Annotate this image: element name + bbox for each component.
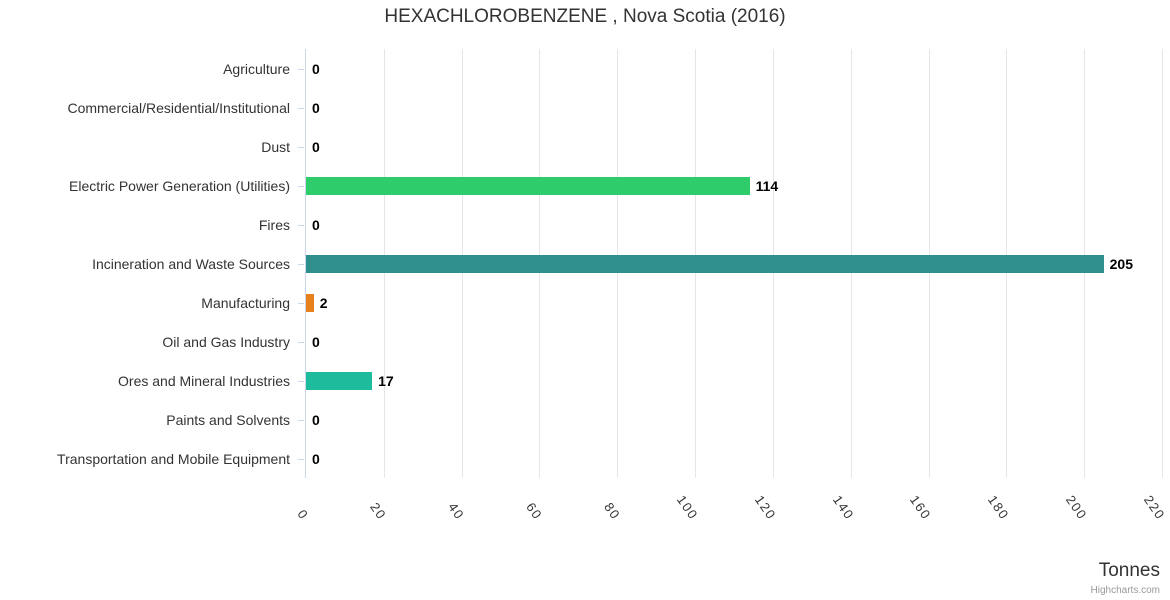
category-label: Ores and Mineral Industries — [118, 372, 290, 389]
category-label: Fires — [258, 216, 290, 233]
category-label: Electric Power Generation (Utilities) — [69, 177, 290, 194]
category-label: Dust — [261, 138, 290, 155]
category-axis-tick — [298, 380, 304, 382]
chart-title: HEXACHLOROBENZENE , Nova Scotia (2016) — [384, 6, 786, 27]
x-axis-tick-label: 120 — [751, 492, 779, 523]
x-axis-tick-label: 140 — [829, 492, 857, 523]
data-label: 17 — [378, 372, 394, 389]
category-axis-tick — [298, 341, 304, 343]
category-label: Oil and Gas Industry — [162, 333, 290, 350]
data-label: 0 — [312, 99, 320, 116]
gridline — [1161, 49, 1163, 478]
bar[interactable] — [306, 371, 373, 390]
x-axis-tick-label: 200 — [1062, 492, 1091, 523]
category-axis-tick — [298, 68, 304, 70]
highcharts-credit[interactable]: Highcharts.com — [1090, 585, 1160, 596]
x-axis-title: Tonnes — [1098, 560, 1160, 581]
x-axis-tick-label: 40 — [445, 499, 468, 523]
category-axis-tick — [298, 146, 304, 148]
x-axis-tick-label: 180 — [985, 492, 1013, 523]
x-axis-tick-label: 20 — [367, 499, 390, 523]
x-axis-tick-label: 60 — [523, 499, 546, 523]
data-label: 0 — [312, 138, 320, 155]
category-label: Commercial/Residential/Institutional — [67, 99, 290, 116]
data-label: 0 — [312, 450, 320, 467]
bar[interactable] — [306, 176, 750, 195]
plot-area — [305, 49, 1163, 478]
data-label: 114 — [755, 177, 779, 194]
data-label: 0 — [312, 333, 320, 350]
bar[interactable] — [306, 293, 314, 312]
category-label: Incineration and Waste Sources — [92, 255, 290, 272]
category-axis-tick — [298, 458, 304, 460]
x-axis-tick-label: 160 — [907, 492, 935, 523]
data-label: 205 — [1109, 255, 1133, 272]
x-axis-tick-label: 0 — [294, 506, 312, 523]
category-axis-tick — [298, 419, 304, 421]
data-label: 2 — [319, 294, 328, 311]
data-label: 0 — [312, 411, 320, 428]
category-axis-tick — [298, 302, 304, 304]
category-label: Manufacturing — [201, 294, 290, 311]
data-label: 0 — [312, 60, 320, 77]
category-label: Paints and Solvents — [166, 411, 290, 428]
category-axis-tick — [298, 263, 304, 265]
category-label: Transportation and Mobile Equipment — [57, 450, 290, 467]
category-axis-tick — [298, 224, 304, 226]
x-axis-tick-label: 100 — [673, 492, 702, 523]
x-axis-tick-label: 220 — [1140, 492, 1168, 523]
category-label: Agriculture — [223, 60, 290, 77]
category-axis-tick — [298, 185, 304, 187]
category-axis-tick — [298, 107, 304, 109]
data-label: 0 — [312, 216, 320, 233]
x-axis-tick-label: 80 — [600, 499, 624, 523]
bar[interactable] — [306, 254, 1104, 273]
